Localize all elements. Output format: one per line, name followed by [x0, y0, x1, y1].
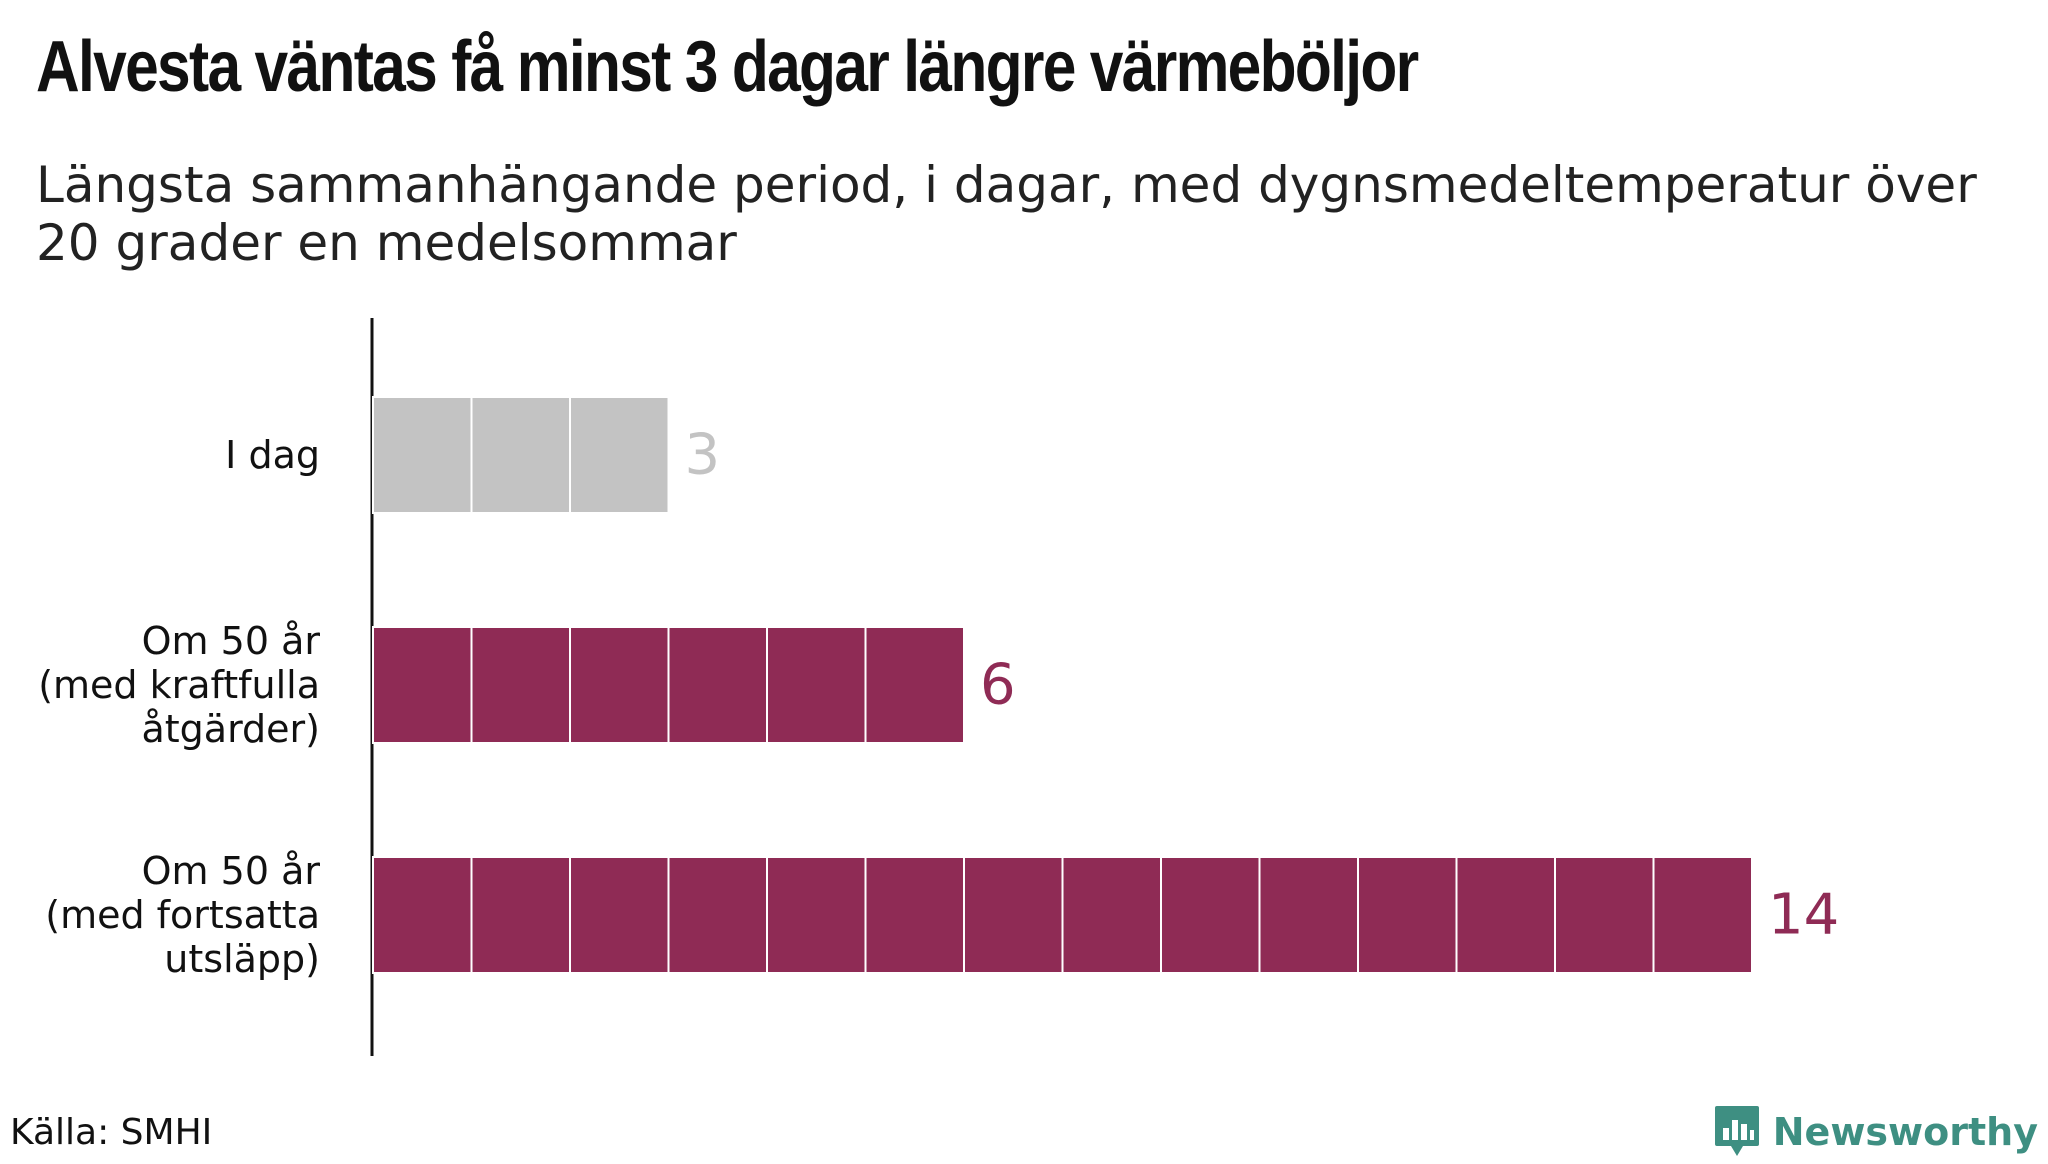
bar-block	[1258, 856, 1359, 974]
bar-block	[372, 396, 473, 514]
bar-block	[766, 856, 867, 974]
bar-block	[470, 856, 571, 974]
bar-block	[1455, 856, 1556, 974]
bar	[372, 856, 1753, 974]
bar-block	[864, 626, 965, 744]
bar-block	[569, 396, 670, 514]
chart-subtitle: Längsta sammanhängande period, i dagar, …	[36, 156, 1977, 272]
bar	[372, 396, 670, 514]
brand-name: Newsworthy	[1772, 1110, 2038, 1154]
bar-value-label: 3	[685, 423, 721, 488]
bar	[372, 626, 965, 744]
bar-block	[766, 626, 867, 744]
bar-block	[569, 626, 670, 744]
bar-value-label: 14	[1768, 883, 1839, 948]
bar-chart-bubble-icon	[1714, 1106, 1759, 1156]
bar-block	[1160, 856, 1261, 974]
bar-block	[1061, 856, 1162, 974]
category-label: Om 50 år (med fortsatta utsläpp)	[45, 849, 320, 981]
bar-block	[470, 626, 571, 744]
bar-block	[963, 856, 1064, 974]
bar-block	[372, 626, 473, 744]
bar-block	[667, 856, 768, 974]
bar-block	[569, 856, 670, 974]
bar-block	[470, 396, 571, 514]
bar-block	[1652, 856, 1753, 974]
brand-logo: Newsworthy	[1713, 1100, 2038, 1164]
bar-block	[667, 626, 768, 744]
source-note: Källa: SMHI	[10, 1112, 213, 1153]
bar-block	[1554, 856, 1655, 974]
bar-block	[864, 856, 965, 974]
chart-title: Alvesta väntas få minst 3 dagar längre v…	[36, 27, 1419, 107]
category-label: Om 50 år (med kraftfulla åtgärder)	[38, 619, 320, 751]
bar-block	[1357, 856, 1458, 974]
bar-block	[372, 856, 473, 974]
bar-value-label: 6	[980, 653, 1016, 718]
category-label: I dag	[225, 433, 320, 477]
